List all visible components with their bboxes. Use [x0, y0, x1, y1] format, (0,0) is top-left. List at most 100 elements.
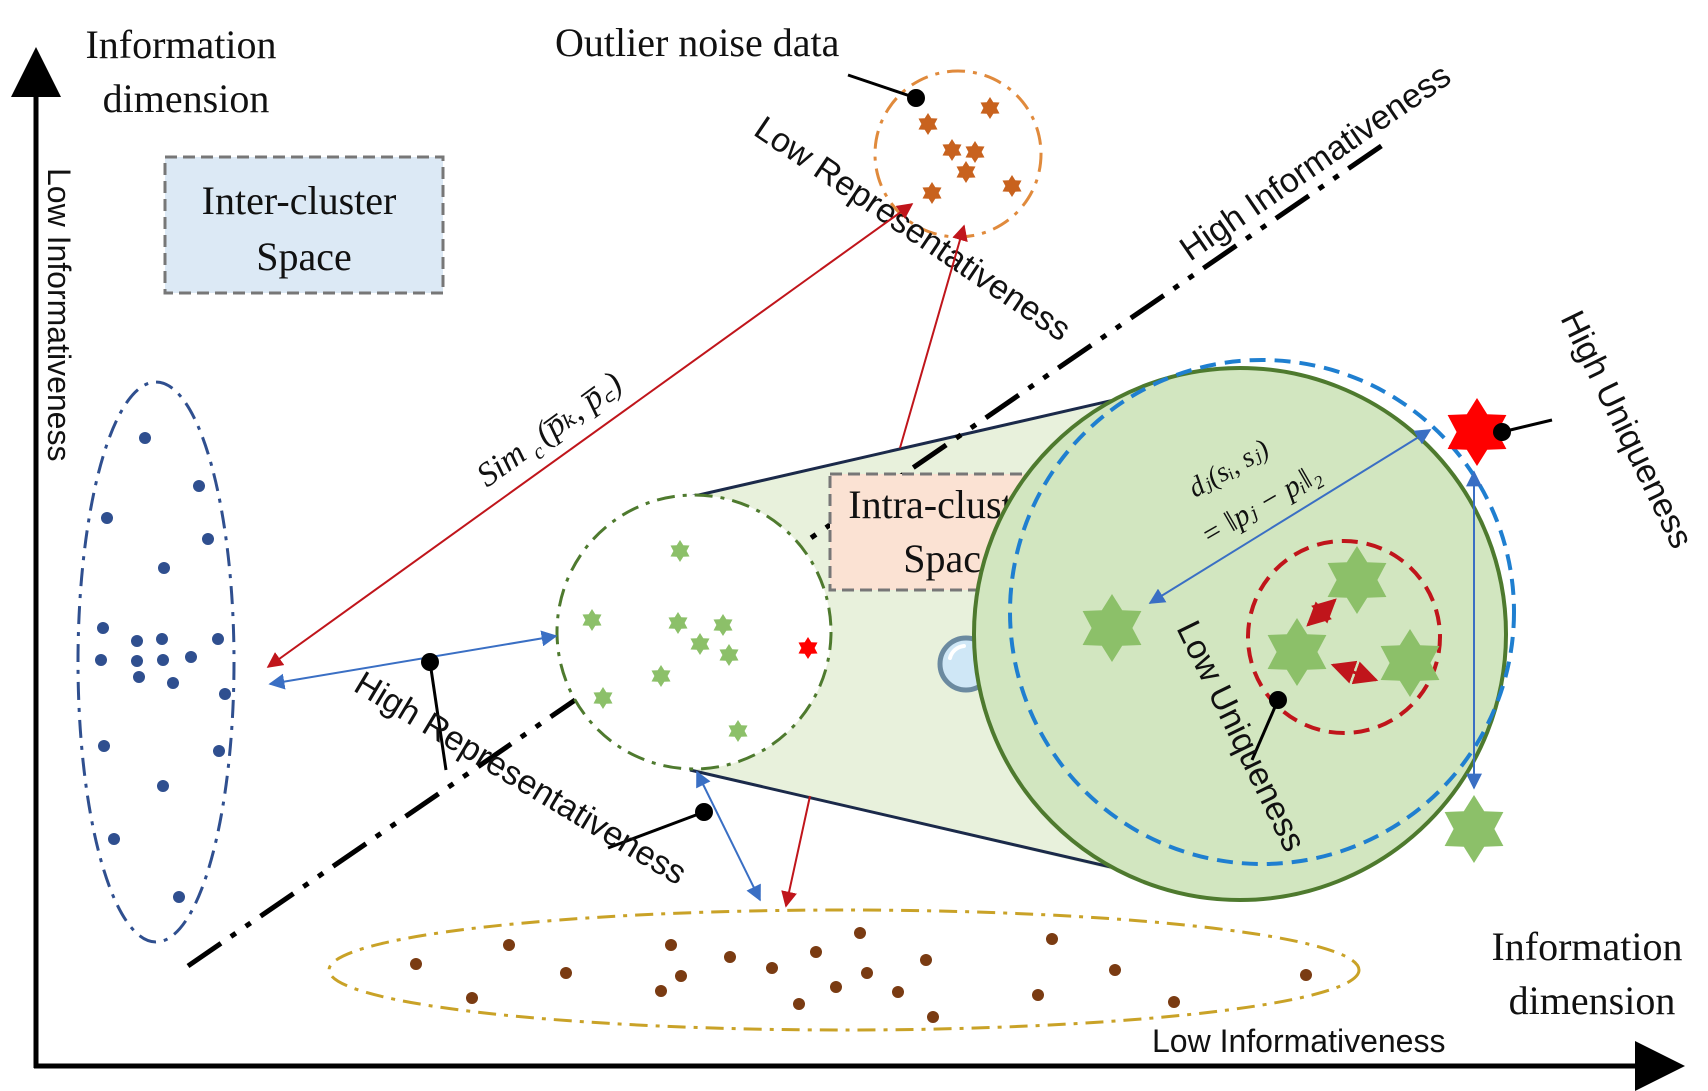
brown-point	[560, 967, 572, 979]
low-uniqueness-dot	[1269, 691, 1287, 709]
outlier-pointer	[847, 73, 917, 100]
green-star	[670, 540, 690, 562]
outlier-star	[942, 139, 962, 161]
blue-point	[193, 480, 205, 492]
big-star	[1380, 629, 1440, 697]
brown-cluster-points	[410, 927, 1312, 1023]
big-star	[1447, 398, 1507, 466]
brown-cluster-ellipse	[327, 908, 1361, 1032]
brown-point	[793, 998, 805, 1010]
high-rep-dot-b	[695, 803, 713, 821]
svg-text:Sim: Sim	[470, 435, 533, 495]
outlier-star-points	[918, 97, 1022, 204]
brown-point	[920, 954, 932, 966]
blue-point	[98, 740, 110, 752]
red-arrow-to-brown	[781, 795, 811, 908]
blue-point	[185, 651, 197, 663]
blue-point	[157, 780, 169, 792]
green-star	[719, 644, 739, 666]
blue-point	[202, 533, 214, 545]
green-star	[728, 720, 748, 742]
y-axis-title: Information dimension	[85, 22, 286, 121]
green-star	[582, 609, 602, 631]
brown-point	[1032, 989, 1044, 1001]
blue-point	[131, 635, 143, 647]
green-star	[713, 614, 733, 636]
blue-point	[97, 622, 109, 634]
blue-cluster-points	[95, 432, 231, 903]
blue-point	[157, 654, 169, 666]
high-rep-dot-a	[421, 653, 439, 671]
outlier-label: Outlier noise data	[555, 20, 840, 65]
blue-point	[133, 671, 145, 683]
outlier-star	[956, 161, 976, 183]
blue-arrow-green-to-brown	[696, 770, 761, 902]
brown-point	[675, 970, 687, 982]
blue-point	[219, 688, 231, 700]
brown-point	[810, 946, 822, 958]
brown-point	[1168, 996, 1180, 1008]
brown-point	[1300, 969, 1312, 981]
red-arrow-to-outlier-b	[899, 224, 968, 449]
blue-point	[156, 633, 168, 645]
big-star	[1082, 594, 1142, 662]
blue-point	[213, 745, 225, 757]
blue-arrow-green-to-blue	[268, 630, 558, 690]
brown-point	[1109, 964, 1121, 976]
high-uniqueness-label: High Uniqueness	[1553, 305, 1701, 554]
low-uniqueness-pointer	[1250, 699, 1280, 761]
brown-point	[724, 951, 736, 963]
brown-point	[927, 1011, 939, 1023]
low-representativeness-label: Low Representativeness	[748, 109, 1078, 349]
high-informativeness-label: High Informativeness	[1173, 56, 1458, 268]
svg-text:(p̅ₖ, p̅꜀): (p̅ₖ, p̅꜀)	[528, 365, 629, 452]
x-axis-low-informativeness: Low Informativeness	[1152, 1023, 1445, 1059]
brown-point	[861, 967, 873, 979]
blue-point	[108, 833, 120, 845]
blue-point	[95, 654, 107, 666]
brown-point	[830, 981, 842, 993]
inter-cluster-box	[163, 155, 445, 295]
blue-point	[173, 891, 185, 903]
green-star	[651, 665, 671, 687]
blue-point	[131, 655, 143, 667]
outlier-star	[922, 182, 942, 204]
brown-point	[655, 985, 667, 997]
x-axis-title: Information dimension	[1491, 924, 1692, 1023]
brown-point	[854, 927, 866, 939]
red-arrow-to-blue	[266, 269, 821, 668]
y-axis-low-informativeness: Low Informativeness	[41, 168, 77, 461]
distance-arrow	[1148, 429, 1432, 604]
high-uniqueness-dot	[1493, 423, 1511, 441]
brown-point	[503, 939, 515, 951]
brown-point	[892, 986, 904, 998]
brown-point	[466, 992, 478, 1004]
low-uniqueness-arrow-2	[1330, 660, 1379, 685]
brown-point	[665, 939, 677, 951]
brown-point	[410, 958, 422, 970]
high-rep-pointer-b	[607, 810, 705, 850]
blue-point	[101, 512, 113, 524]
blue-point	[158, 562, 170, 574]
blue-point	[139, 432, 151, 444]
green-cluster-circle	[555, 493, 833, 771]
outlier-star	[1002, 175, 1022, 197]
outlier-star	[965, 141, 985, 163]
green-star	[798, 637, 818, 659]
red-arrow-to-outlier-a	[819, 203, 914, 271]
green-star	[593, 687, 613, 709]
high-rep-pointer-a	[428, 661, 448, 771]
brown-point	[1046, 933, 1058, 945]
green-cluster-points	[582, 540, 818, 742]
similarity-formula: Sim c (p̅ₖ, p̅꜀)	[470, 365, 629, 495]
outlier-star	[918, 113, 938, 135]
green-star	[690, 633, 710, 655]
big-star	[1444, 795, 1504, 863]
blue-point	[212, 633, 224, 645]
low-uniqueness-arrow-1	[1306, 598, 1337, 627]
brown-point	[766, 962, 778, 974]
green-star	[668, 612, 688, 634]
inter-cluster-label: Inter-cluster Space	[202, 178, 407, 279]
blue-cluster-ellipse	[76, 380, 236, 944]
